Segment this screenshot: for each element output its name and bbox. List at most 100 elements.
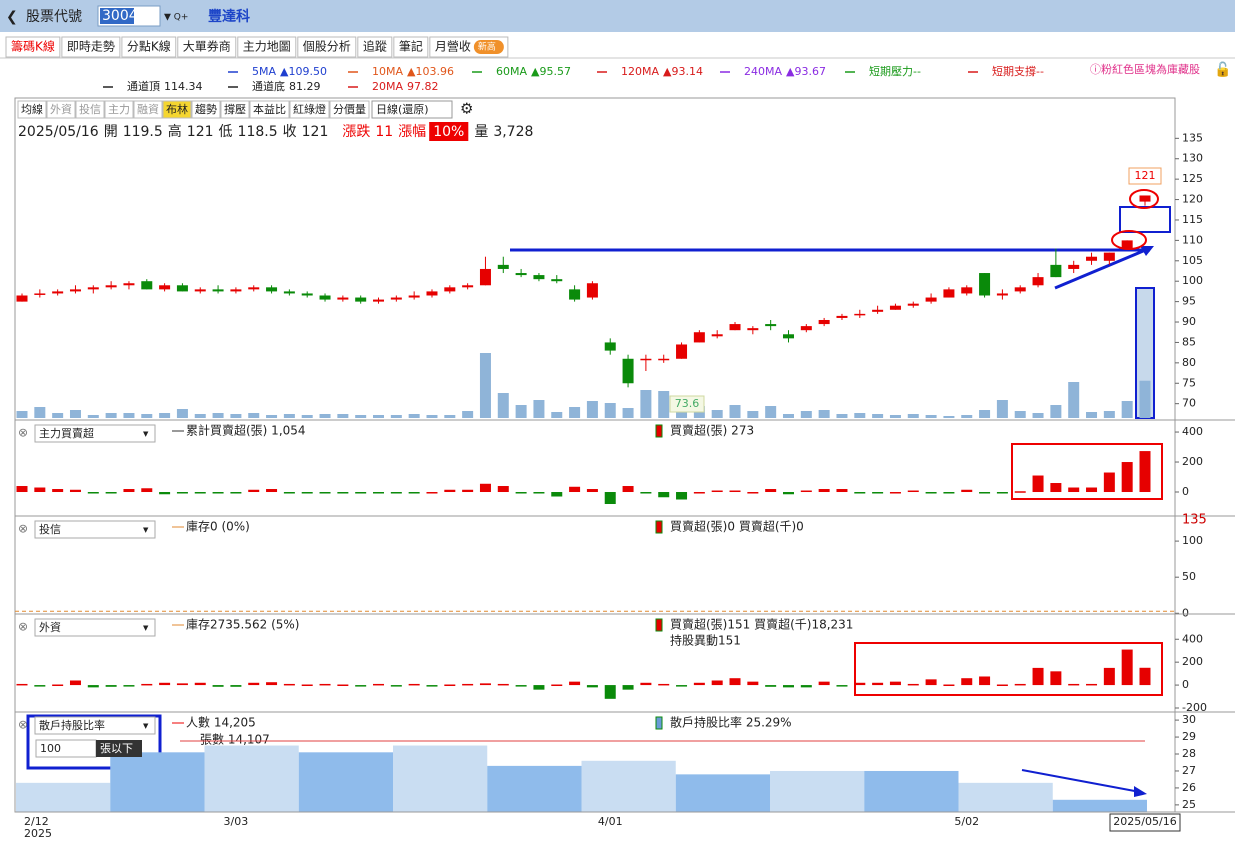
bar	[194, 492, 206, 494]
x-tick-label: 2025/05/16	[1113, 815, 1176, 828]
bar	[854, 492, 866, 494]
bar	[693, 492, 705, 494]
back-button[interactable]: ❮	[6, 9, 18, 25]
bar	[854, 682, 866, 686]
bar	[676, 492, 688, 500]
legend-name: 10MA	[372, 65, 403, 78]
bar	[551, 492, 563, 497]
close-icon[interactable]: ⊗	[18, 718, 28, 732]
quote-open: 119.5	[123, 124, 163, 140]
tab-label: 大單券商	[183, 39, 231, 54]
badge	[473, 40, 504, 54]
bar	[123, 685, 135, 687]
y-tick-label: 110	[1182, 233, 1203, 246]
header-bar	[0, 0, 1235, 32]
bar	[1068, 487, 1080, 493]
candle-body	[1050, 264, 1062, 278]
panel-select[interactable]	[34, 618, 156, 637]
tab[interactable]: 主力地圖	[237, 36, 297, 58]
bar	[676, 685, 688, 687]
dropdown-arrow[interactable]: ▼ Q+	[164, 13, 188, 23]
period-select[interactable]	[371, 100, 453, 119]
area-step	[204, 745, 299, 812]
close-icon[interactable]: ⊗	[18, 426, 28, 440]
bar	[462, 683, 474, 686]
tool-button[interactable]	[329, 100, 370, 119]
tab[interactable]: 個股分析	[297, 36, 357, 58]
bar	[105, 492, 117, 494]
tool-button[interactable]	[133, 100, 163, 119]
panel-title: 主力買賣超	[39, 426, 94, 440]
tab[interactable]: 大單券商	[177, 36, 237, 58]
tab[interactable]: 月營收 新高	[429, 36, 509, 58]
bar	[1121, 649, 1133, 686]
bar	[925, 492, 937, 494]
volume-bar	[426, 415, 438, 418]
bar	[87, 685, 99, 688]
panel-select[interactable]	[34, 716, 156, 735]
bar	[408, 492, 420, 494]
close-icon[interactable]: ⊗	[18, 620, 28, 634]
quote-high-label: 高	[168, 123, 182, 140]
bar	[105, 685, 117, 687]
volume-bar	[319, 414, 331, 418]
panel-legend: 庫存2735.562 (5%)	[186, 618, 299, 632]
tool-button[interactable]	[46, 100, 76, 119]
volume-bar	[34, 407, 46, 418]
volume-bar	[836, 414, 848, 418]
candle-body	[105, 285, 117, 288]
candle-body	[889, 305, 901, 310]
panel-legend: 持股異動151	[670, 633, 741, 648]
tool-button[interactable]	[104, 100, 134, 119]
bar	[658, 683, 670, 686]
bar	[373, 683, 385, 686]
panel-select[interactable]	[34, 424, 156, 443]
legend-name: 短期壓力--	[869, 64, 921, 78]
settings-icon[interactable]: ⚙	[460, 100, 473, 118]
bar	[1032, 667, 1044, 686]
volume-bar	[551, 412, 563, 418]
legend-name: 120MA	[621, 65, 659, 78]
tab-box	[357, 36, 393, 58]
tab[interactable]: 籌碼K線	[5, 36, 61, 58]
y-tick-label: 105	[1182, 254, 1203, 267]
tab[interactable]: 筆記	[393, 36, 429, 58]
close-icon[interactable]: ⊗	[18, 522, 28, 536]
select-arrow: ▼	[143, 430, 149, 438]
tool-button[interactable]	[75, 100, 105, 119]
tool-button[interactable]	[191, 100, 221, 119]
tool-button[interactable]	[17, 100, 47, 119]
area-step	[393, 745, 488, 812]
candle-body	[640, 358, 652, 361]
volume-bar	[373, 415, 385, 418]
bar	[907, 490, 919, 493]
tool-button[interactable]	[249, 100, 290, 119]
bar	[693, 682, 705, 686]
tool-button[interactable]	[289, 100, 330, 119]
tab[interactable]: 即時走勢	[61, 36, 121, 58]
volume-bar	[497, 393, 509, 418]
bar	[212, 685, 224, 687]
tab-box	[61, 36, 121, 58]
lock-icon[interactable]: 🔓	[1214, 61, 1231, 78]
tool-button[interactable]	[162, 100, 192, 119]
volume-bar	[907, 414, 919, 418]
bar	[1050, 483, 1062, 493]
tool-label: 布林	[166, 102, 188, 116]
bar	[355, 685, 367, 687]
tab-label: 追蹤	[363, 39, 387, 54]
candle-body	[159, 285, 171, 290]
candle-body	[337, 297, 349, 300]
annotations	[26, 189, 1171, 797]
candle-body	[52, 291, 64, 294]
tab[interactable]: 分點K線	[121, 36, 177, 58]
y-tick-label: 30	[1182, 713, 1196, 726]
candle-body	[497, 264, 509, 269]
tab[interactable]: 追蹤	[357, 36, 393, 58]
tool-button[interactable]	[220, 100, 250, 119]
panel-select[interactable]	[34, 520, 156, 539]
legend-value: 81.29	[289, 80, 321, 93]
bar	[194, 682, 206, 686]
bar	[800, 685, 812, 688]
bar	[622, 685, 634, 690]
